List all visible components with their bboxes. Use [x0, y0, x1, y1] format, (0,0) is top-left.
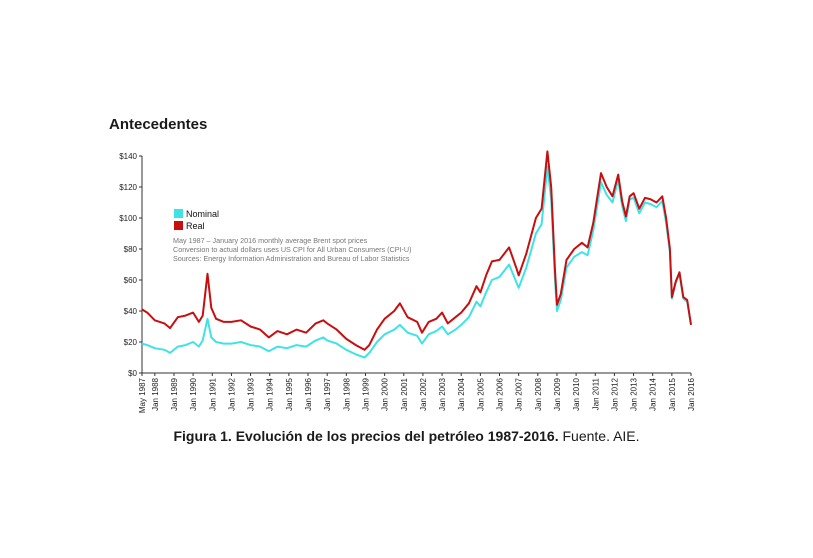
- x-tick-label: Jan 2000: [381, 377, 390, 410]
- x-tick-label: Jan 2001: [400, 377, 409, 410]
- legend-swatch-nominal: [174, 209, 183, 218]
- x-tick-label: Jan 2007: [515, 377, 524, 410]
- x-tick-label: Jan 2008: [534, 377, 543, 410]
- x-tick-label: Jan 2013: [630, 377, 639, 410]
- x-tick-label: Jan 1997: [323, 377, 332, 410]
- chart-legend: Nominal Real: [174, 209, 219, 231]
- y-tick-label: $60: [124, 276, 138, 285]
- chart-note: May 1987 – January 2016 monthly average …: [173, 236, 368, 245]
- y-axis-ticks: $0 $20 $40 $60 $80 $100 $120 $140: [119, 152, 142, 378]
- x-tick-label: Jan 1989: [170, 377, 179, 410]
- x-tick-label: Jan 2011: [591, 377, 600, 410]
- caption-source: Fuente. AIE.: [558, 428, 640, 444]
- figure-caption: Figura 1. Evolución de los precios del p…: [0, 428, 813, 444]
- x-tick-label: Jan 2005: [476, 377, 485, 410]
- x-tick-label: Jan 1988: [151, 377, 160, 410]
- y-tick-label: $120: [119, 183, 137, 192]
- y-tick-label: $100: [119, 214, 137, 223]
- y-tick-label: $140: [119, 152, 137, 161]
- x-tick-label: Jan 2006: [496, 377, 505, 410]
- caption-title: Figura 1. Evolución de los precios del p…: [173, 428, 559, 444]
- y-tick-label: $20: [124, 338, 138, 347]
- legend-label-nominal: Nominal: [186, 209, 219, 219]
- x-tick-label: Jan 1996: [304, 377, 313, 410]
- x-tick-label: Jan 2004: [457, 377, 466, 410]
- x-tick-label: Jan 2014: [649, 377, 658, 410]
- section-heading: Antecedentes: [109, 116, 208, 133]
- chart-note: Conversion to actual dollars uses US CPI…: [173, 245, 411, 254]
- x-axis-ticks: May 1987 Jan 1988 Jan 1989 Jan 1990 Jan 1991…: [138, 373, 696, 413]
- x-tick-label: Jan 2015: [668, 377, 677, 410]
- x-tick-label: Jan 1995: [285, 377, 294, 410]
- x-tick-label: Jan 1993: [247, 377, 256, 410]
- y-tick-label: $80: [124, 245, 138, 254]
- x-tick-label: Jan 1992: [227, 377, 236, 410]
- chart-note: Sources: Energy Information Administrati…: [173, 254, 410, 263]
- y-tick-label: $0: [128, 369, 137, 378]
- series-lines: [141, 150, 692, 359]
- y-tick-label: $40: [124, 307, 138, 316]
- legend-swatch-real: [174, 221, 183, 230]
- x-tick-label: Jan 2003: [438, 377, 447, 410]
- x-tick-label: Jan 1991: [208, 377, 217, 410]
- x-tick-label: Jan 1994: [266, 377, 275, 410]
- x-tick-label: Jan 2002: [419, 377, 428, 410]
- x-tick-label: Jan 1999: [361, 377, 370, 410]
- legend-label-real: Real: [186, 221, 205, 231]
- chart-notes: May 1987 – January 2016 monthly average …: [173, 236, 411, 263]
- x-tick-label: Jan 2016: [687, 377, 696, 410]
- x-tick-label: Jan 2012: [610, 377, 619, 410]
- chart-axes: [141, 156, 691, 374]
- x-tick-label: May 1987: [138, 377, 147, 413]
- series-line-real: [141, 150, 692, 351]
- x-tick-label: Jan 2010: [572, 377, 581, 410]
- x-tick-label: Jan 1998: [342, 377, 351, 410]
- x-tick-label: Jan 2009: [553, 377, 562, 410]
- x-tick-label: Jan 1990: [189, 377, 198, 410]
